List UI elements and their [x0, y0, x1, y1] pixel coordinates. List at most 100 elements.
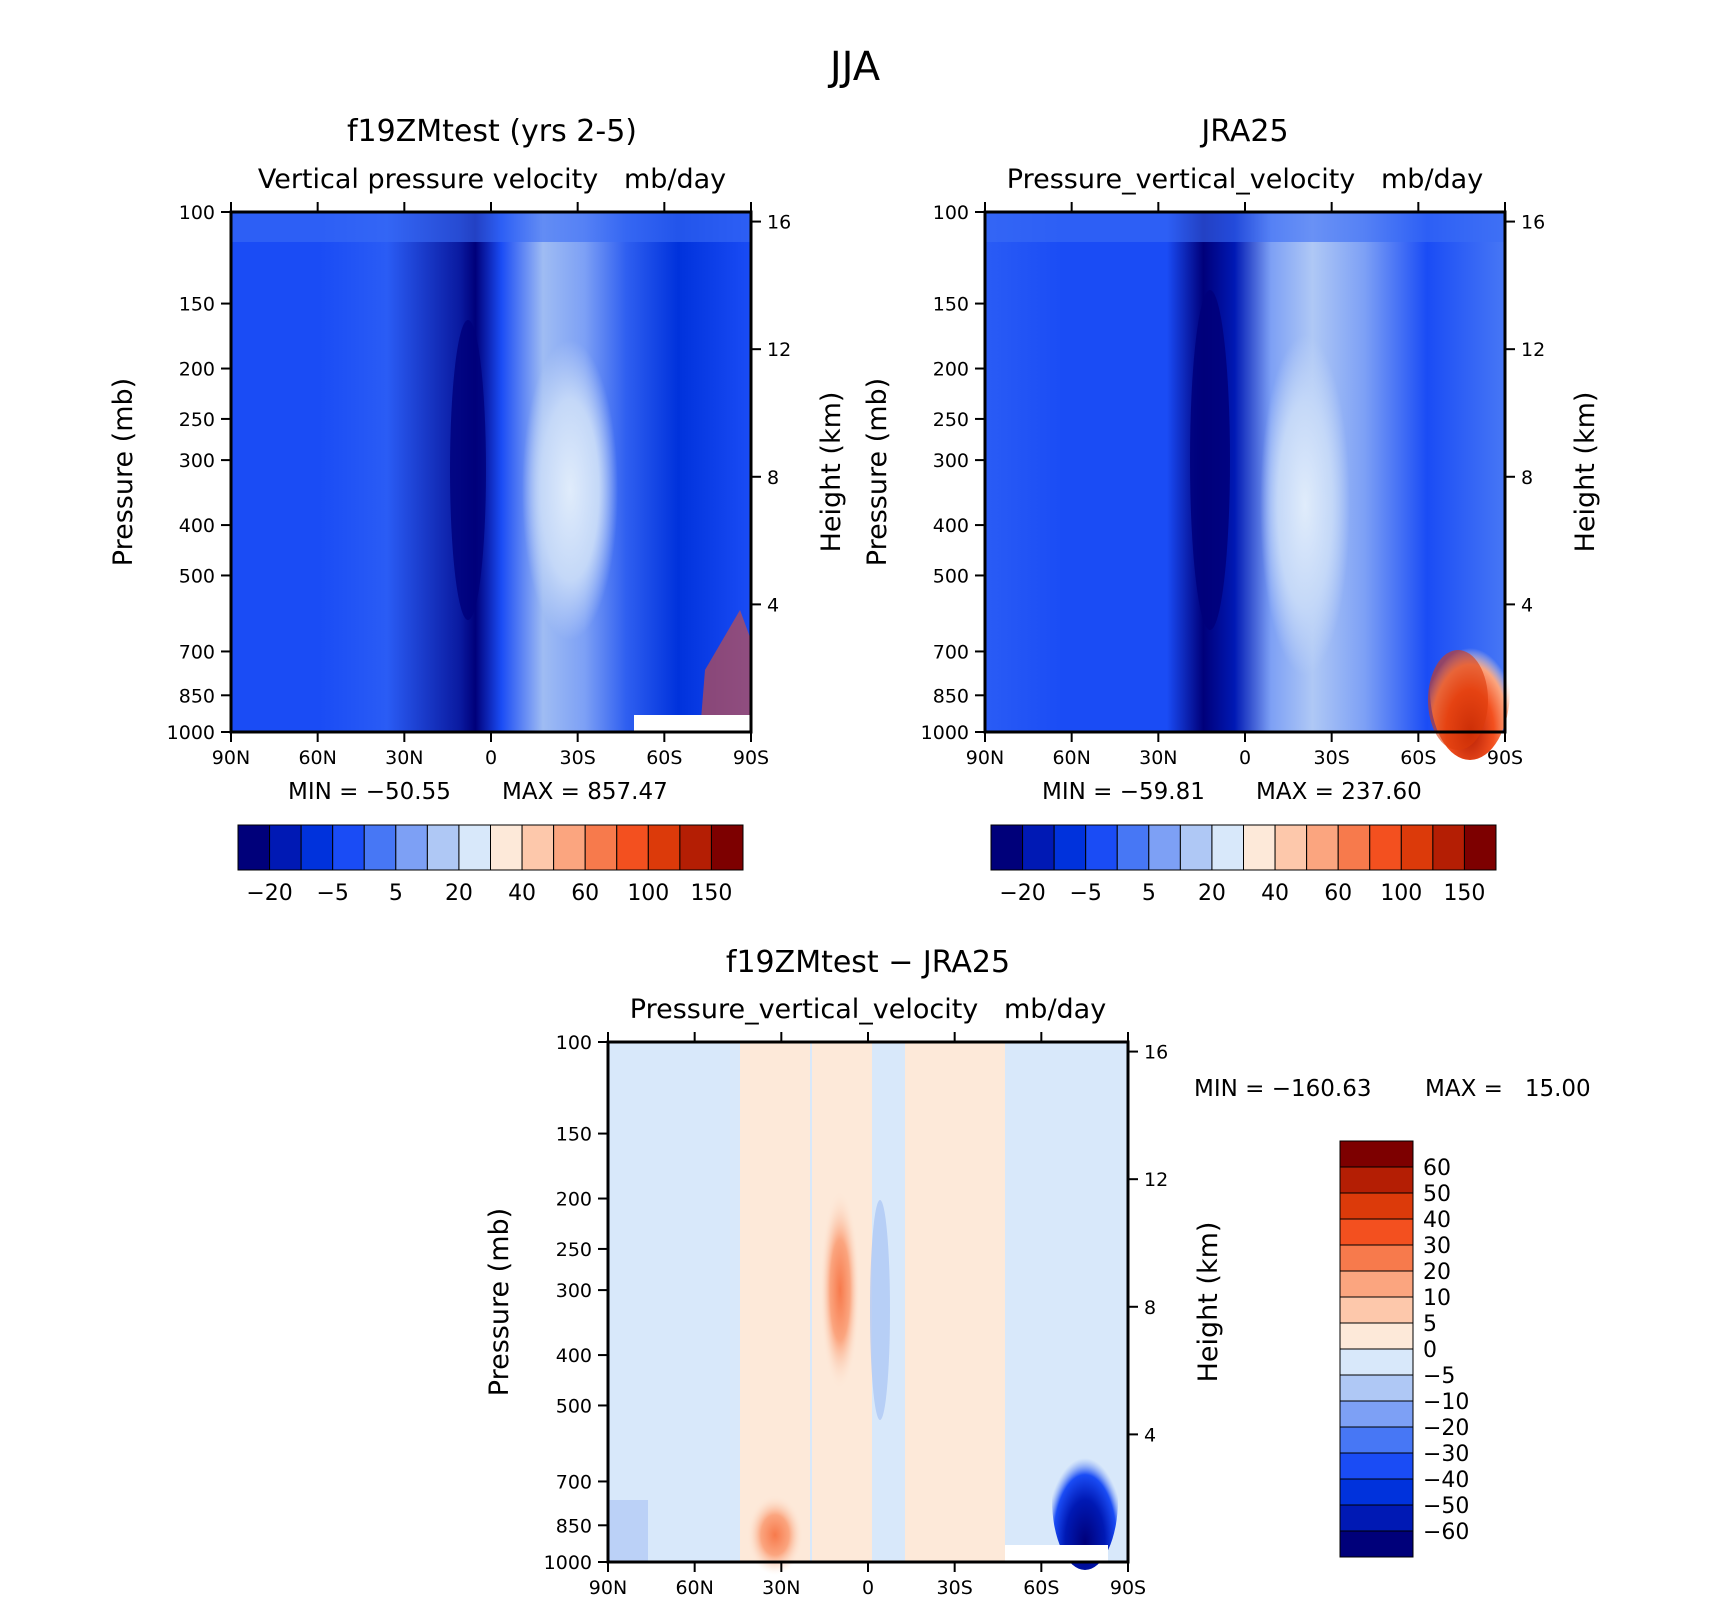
colorbar-tick-label: 60: [1423, 1156, 1451, 1181]
panel-model-subtitle: Vertical pressure velocity mb/day: [258, 164, 726, 195]
colorbar-swatch: [990, 824, 1024, 871]
panel-model-ylabel-right: Height (km): [816, 392, 847, 553]
colorbar-swatch: [1085, 824, 1118, 871]
x-tick-label: 60N: [298, 747, 336, 769]
y-tick-label: 250: [556, 1239, 592, 1261]
panel-model-title: f19ZMtest (yrs 2-5): [347, 114, 637, 149]
colorbar-swatch: [1306, 824, 1339, 871]
x-tick-label: 0: [485, 747, 497, 769]
main-title: JJA: [827, 44, 881, 90]
y-tick-label: 400: [933, 515, 969, 537]
y-tick-label: 300: [179, 450, 215, 472]
y-tick-label: 200: [179, 359, 215, 381]
colorbar-tick-label: −60: [1423, 1520, 1469, 1545]
y-right-tick-label: 8: [1144, 1297, 1156, 1319]
colorbar-swatch: [332, 824, 365, 871]
colorbar-swatch: [1339, 1166, 1414, 1194]
colorbar-tick-label: 20: [1198, 881, 1226, 906]
panel-model-colorbar: −20 −5 5 20 40 60 100 150: [237, 824, 744, 906]
colorbar-tick-label: 40: [508, 881, 536, 906]
y-tick-label: 100: [179, 202, 215, 224]
y-tick-label: 850: [933, 685, 969, 707]
panel-obs-min: MIN = −59.81: [1042, 779, 1205, 805]
colorbar-tick-label: 100: [627, 881, 669, 906]
colorbar-tick-label: −40: [1423, 1468, 1469, 1493]
panel-diff-field: [608, 1042, 1128, 1575]
y-right-tick-label: 16: [1144, 1042, 1168, 1064]
x-tick-label: 60N: [675, 1577, 713, 1599]
colorbar-swatch: [1400, 824, 1434, 871]
colorbar-swatch: [1337, 824, 1371, 871]
x-tick-label: 30N: [762, 1577, 800, 1599]
panel-obs-title: JRA25: [1199, 114, 1288, 149]
y-tick-label: 100: [933, 202, 969, 224]
colorbar-tick-label: 150: [1443, 881, 1485, 906]
x-tick-label: 90N: [966, 747, 1004, 769]
panel-model-ylabel: Pressure (mb): [108, 378, 139, 566]
x-tick-label: 60S: [1400, 747, 1436, 769]
panel-diff-yticks: 100 150 200 250 300 400 500 700 850 1000 16 12 8 4 90N…: [544, 1032, 1168, 1599]
y-right-tick-label: 16: [767, 212, 791, 234]
colorbar-swatch: [1179, 824, 1213, 871]
y-tick-label: 850: [556, 1515, 592, 1537]
colorbar-tick-label: −20: [246, 881, 292, 906]
y-tick-label: 700: [179, 641, 215, 663]
colorbar-swatch: [1339, 1296, 1414, 1324]
colorbar-tick-label: 0: [1423, 1338, 1437, 1363]
y-tick-label: 400: [556, 1345, 592, 1367]
y-right-tick-label: 4: [767, 594, 779, 616]
colorbar-swatch: [1339, 1530, 1414, 1558]
colorbar-swatch: [584, 824, 618, 871]
y-tick-label: 1000: [921, 722, 969, 744]
panel-model-min: MIN = −50.55: [288, 779, 451, 805]
colorbar-swatch: [553, 824, 586, 871]
panel-obs-subtitle: Pressure_vertical_velocity mb/day: [1007, 164, 1483, 195]
colorbar-tick-label: 20: [445, 881, 473, 906]
x-tick-label: 90S: [733, 747, 769, 769]
x-tick-label: 0: [1239, 747, 1251, 769]
colorbar-tick-label: 150: [690, 881, 732, 906]
colorbar-tick-label: −20: [999, 881, 1045, 906]
colorbar-swatch: [1243, 824, 1276, 871]
colorbar-swatch: [1432, 824, 1465, 871]
colorbar-swatch: [1339, 1452, 1414, 1480]
panel-obs-ylabel: Pressure (mb): [862, 378, 893, 566]
colorbar-swatch: [1339, 1322, 1414, 1350]
panel-diff-ylabel: Pressure (mb): [484, 1208, 515, 1396]
panel-diff-subtitle: Pressure_vertical_velocity mb/day: [630, 994, 1106, 1025]
colorbar-tick-label: 5: [1142, 881, 1156, 906]
colorbar-tick-label: −10: [1423, 1390, 1469, 1415]
colorbar-tick-label: −20: [1423, 1416, 1469, 1441]
colorbar-tick-label: 20: [1423, 1260, 1451, 1285]
colorbar-tick-label: −5: [1423, 1364, 1455, 1389]
colorbar-tick-label: −30: [1423, 1442, 1469, 1467]
panel-obs-colorbar: −20 −5 5 20 40 60 100 150: [990, 824, 1497, 906]
colorbar-swatch: [1339, 1192, 1414, 1220]
colorbar-swatch: [1022, 824, 1055, 871]
panel-obs: JRA25 Pressure_vertical_velocity mb/day …: [862, 114, 1601, 906]
y-tick-label: 300: [933, 450, 969, 472]
x-tick-label: 30S: [560, 747, 596, 769]
colorbar-swatch: [1339, 1400, 1414, 1428]
panel-model-yticks: 100 150 200 250 300 400 500 700 850 1000 16 12 8 4 90N…: [167, 202, 791, 769]
y-right-tick-label: 8: [767, 467, 779, 489]
colorbar-tick-label: 5: [1423, 1312, 1437, 1337]
y-tick-label: 300: [556, 1280, 592, 1302]
colorbar-tick-label: −50: [1423, 1494, 1469, 1519]
colorbar-tick-label: −5: [1069, 881, 1101, 906]
panel-diff-title: f19ZMtest − JRA25: [726, 945, 1010, 980]
colorbar-tick-label: 40: [1261, 881, 1289, 906]
colorbar-swatch: [1053, 824, 1087, 871]
colorbar-swatch: [1148, 824, 1181, 871]
x-tick-label: 30N: [385, 747, 423, 769]
colorbar-swatch: [521, 824, 555, 871]
colorbar-swatch: [1339, 1270, 1414, 1298]
x-tick-label: 90S: [1487, 747, 1523, 769]
y-right-tick-label: 16: [1521, 212, 1545, 234]
colorbar-swatch: [269, 824, 302, 871]
y-right-tick-label: 12: [767, 339, 791, 361]
colorbar-tick-label: 40: [1423, 1208, 1451, 1233]
colorbar-swatch: [237, 824, 271, 871]
colorbar-tick-label: 50: [1423, 1182, 1451, 1207]
colorbar-tick-label: 60: [571, 881, 599, 906]
